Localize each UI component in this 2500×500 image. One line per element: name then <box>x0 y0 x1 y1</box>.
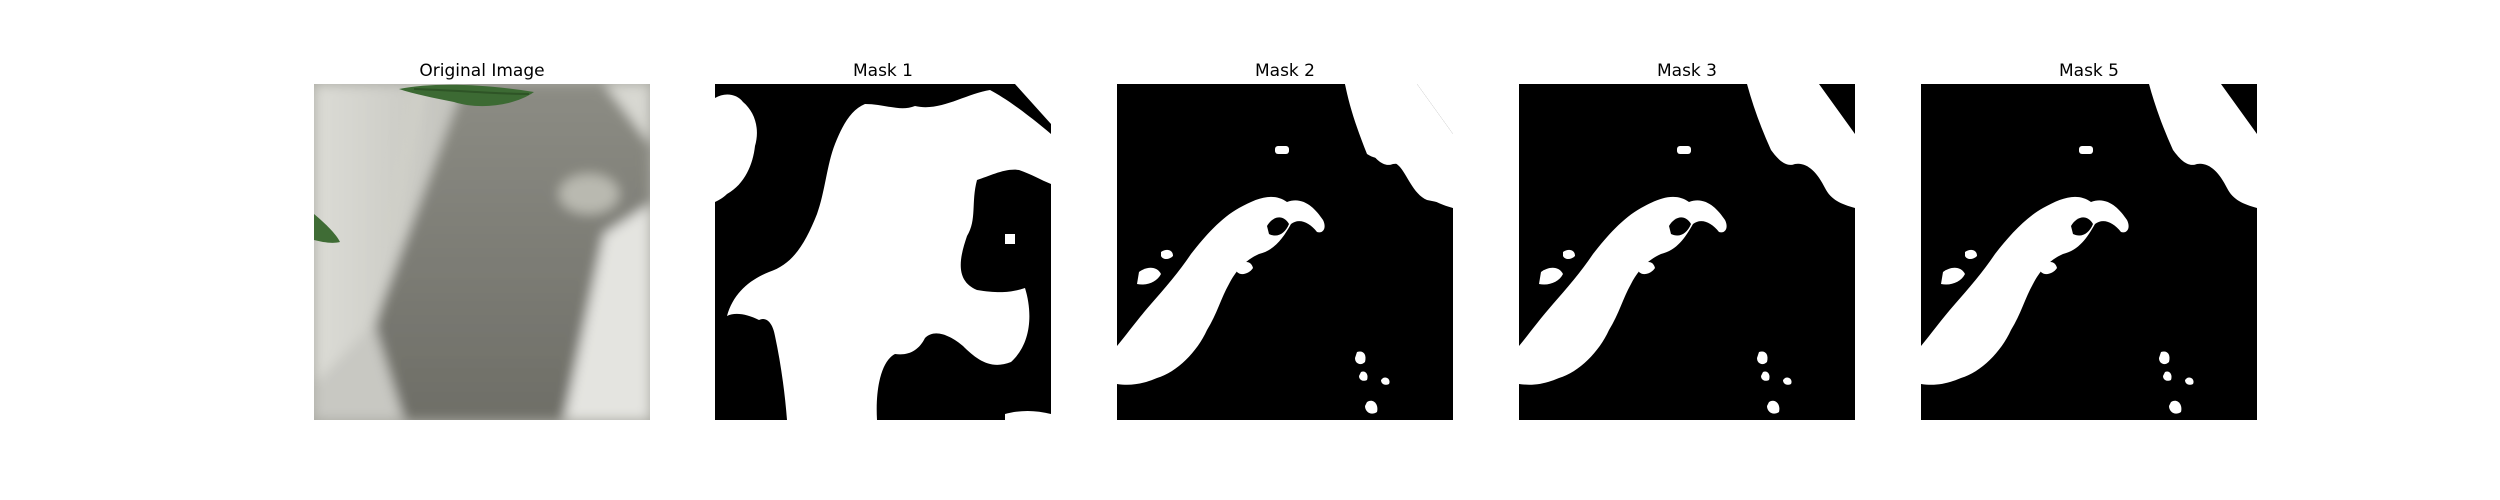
mask-5-image <box>1921 84 2257 420</box>
panel-title: Mask 2 <box>1254 61 1315 81</box>
panel-title: Mask 5 <box>2058 61 2119 81</box>
panel-title: Mask 1 <box>852 61 913 81</box>
mask-2-image <box>1117 84 1453 420</box>
mask-3-image <box>1519 84 1855 420</box>
panel-title: Original Image <box>419 61 545 81</box>
panel-title: Mask 3 <box>1656 61 1717 81</box>
mask-1-image <box>715 84 1051 420</box>
original-image <box>314 84 650 420</box>
